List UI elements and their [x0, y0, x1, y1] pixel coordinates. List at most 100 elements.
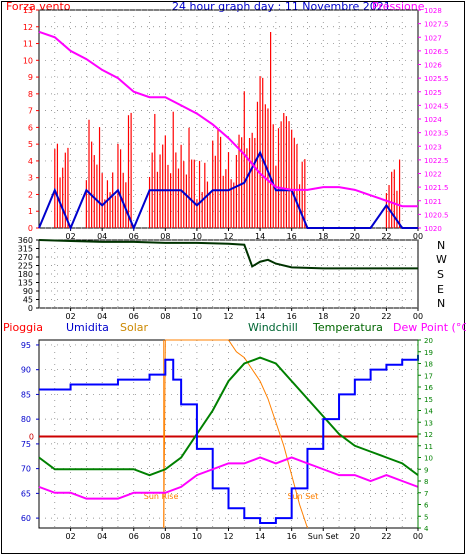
panel1-xtick-label: 06 [129, 232, 139, 241]
wind-ytick-label: 2 [28, 190, 33, 199]
direction-ytick-label: 135 [18, 279, 33, 288]
panel2-xtick-label: 16 [287, 312, 297, 321]
pressure-ytick-label: 1022 [424, 171, 442, 179]
temp-ytick-label: 4 [424, 525, 429, 533]
pressure-ytick-label: 1026.5 [424, 48, 449, 56]
panel2-border [38, 239, 419, 309]
pressure-line [38, 30, 418, 208]
panel1-xtick-label: 00 [413, 232, 423, 241]
temp-ytick-label: 9 [424, 466, 428, 474]
panel2-xtick-label: 08 [160, 312, 170, 321]
compass-n-bottom: N [437, 297, 446, 310]
temp-ytick-label: 17 [424, 372, 433, 380]
panel3-xtick-label: 04 [97, 532, 107, 541]
direction-ytick-label: 0 [28, 304, 33, 313]
panel2-xtick-label: 10 [192, 312, 202, 321]
panel3-xtick-label: 22 [381, 532, 391, 541]
temp-ytick-label: 5 [424, 513, 428, 521]
temp-ytick-label: 14 [424, 408, 433, 416]
temp-ytick-label: 6 [424, 502, 429, 510]
wind-ytick-label: 12 [23, 23, 33, 32]
panel1-xtick-label: 18 [318, 232, 328, 241]
pressure-ytick-label: 1020 [424, 225, 442, 233]
wind-ytick-label: 3 [28, 174, 33, 183]
rain-label: Pioggia [3, 321, 43, 334]
rain-zero-label: 0 [29, 432, 34, 441]
temp-ytick-label: 15 [424, 396, 433, 404]
compass-s: S [437, 268, 444, 281]
humidity-ytick-label: 90 [21, 366, 31, 375]
temperature-line [38, 356, 419, 477]
temp-ytick-label: 18 [424, 361, 433, 369]
wind-direction-line [38, 239, 418, 270]
panel1-xtick-label: 20 [350, 232, 360, 241]
panel1-xtick-label: 02 [65, 232, 75, 241]
panel2-xtick-label: 00 [413, 312, 423, 321]
sun-rise-label: Sun Rise [144, 492, 179, 501]
panel3-xtick-label: 08 [160, 532, 170, 541]
pressure-ytick-label: 1024.5 [424, 102, 449, 110]
dewpoint-line [38, 456, 419, 500]
temp-ytick-label: 8 [424, 478, 428, 486]
direction-ytick-label: 180 [18, 270, 33, 279]
panel2-xtick-label: 02 [65, 312, 75, 321]
wind-ytick-label: 7 [28, 107, 33, 116]
panel3-xtick-label: 00 [413, 532, 423, 541]
panel3-xtick-label: 06 [129, 532, 139, 541]
wind-average-line [38, 150, 418, 231]
panel1-xtick-label: 16 [287, 232, 297, 241]
humidity-ytick-label: 85 [21, 390, 31, 399]
humidity-line [39, 354, 419, 525]
panel1-xtick-label: 08 [160, 232, 170, 241]
temp-ytick-label: 13 [424, 419, 433, 427]
panel2-xtick-label: 20 [350, 312, 360, 321]
wind-ytick-label: 10 [23, 56, 33, 65]
pressure-ytick-label: 1021.5 [424, 184, 449, 192]
wind-ytick-label: 11 [23, 40, 33, 49]
panel1-xtick-label: 14 [255, 232, 265, 241]
wind-ytick-label: 5 [28, 140, 33, 149]
temperature-label: Temperatura [313, 321, 383, 334]
panel2-xtick-label: 22 [381, 312, 391, 321]
pressure-ytick-label: 1025 [424, 89, 442, 97]
pressure-ytick-label: 1025.5 [424, 75, 449, 83]
humidity-ytick-label: 70 [21, 465, 31, 474]
humidity-ytick-label: 75 [21, 440, 31, 449]
direction-ytick-label: 45 [23, 296, 33, 305]
wind-ytick-label: 9 [28, 73, 33, 82]
pressure-ytick-label: 1024 [424, 116, 442, 124]
panel3-xtick-label: 02 [65, 532, 75, 541]
panel3-xtick-label: 10 [192, 532, 202, 541]
humidity-ytick-label: 65 [21, 489, 31, 498]
sun-set-label: Sun Set [287, 492, 318, 501]
humidity-ytick-label: 80 [21, 415, 31, 424]
pressure-ytick-label: 1023 [424, 143, 442, 151]
temp-ytick-label: 11 [424, 443, 433, 451]
temp-ytick-label: 12 [424, 431, 433, 439]
panel1-xtick-label: 22 [381, 232, 391, 241]
humidity-ytick-label: 95 [21, 341, 31, 350]
temp-ytick-label: 10 [424, 455, 433, 463]
panel2-xtick-label: 14 [255, 312, 265, 321]
pressure-ytick-label: 1021 [424, 198, 442, 206]
humidity-label: Umidita [66, 321, 109, 334]
pressure-ytick-label: 1022.5 [424, 157, 449, 165]
temp-ytick-label: 7 [424, 490, 428, 498]
pressure-ytick-label: 1027.5 [424, 21, 449, 29]
panel3-xtick-label: 12 [223, 532, 233, 541]
compass-w: W [436, 253, 447, 266]
pressure-ytick-label: 1026 [424, 62, 442, 70]
compass-n-top: N [437, 239, 446, 252]
direction-ytick-label: 225 [18, 262, 33, 271]
panel1-xtick-label: 12 [223, 232, 233, 241]
panel1-xtick-label: 04 [97, 232, 107, 241]
wind-ytick-label: 1 [28, 207, 33, 216]
pressure-ytick-label: 1028 [424, 7, 442, 15]
direction-ytick-label: 360 [18, 236, 33, 245]
wind-ytick-label: 0 [28, 224, 33, 233]
solar-label: Solar [120, 321, 149, 334]
direction-ytick-label: 90 [23, 287, 33, 296]
panel1-xtick-label: 10 [192, 232, 202, 241]
